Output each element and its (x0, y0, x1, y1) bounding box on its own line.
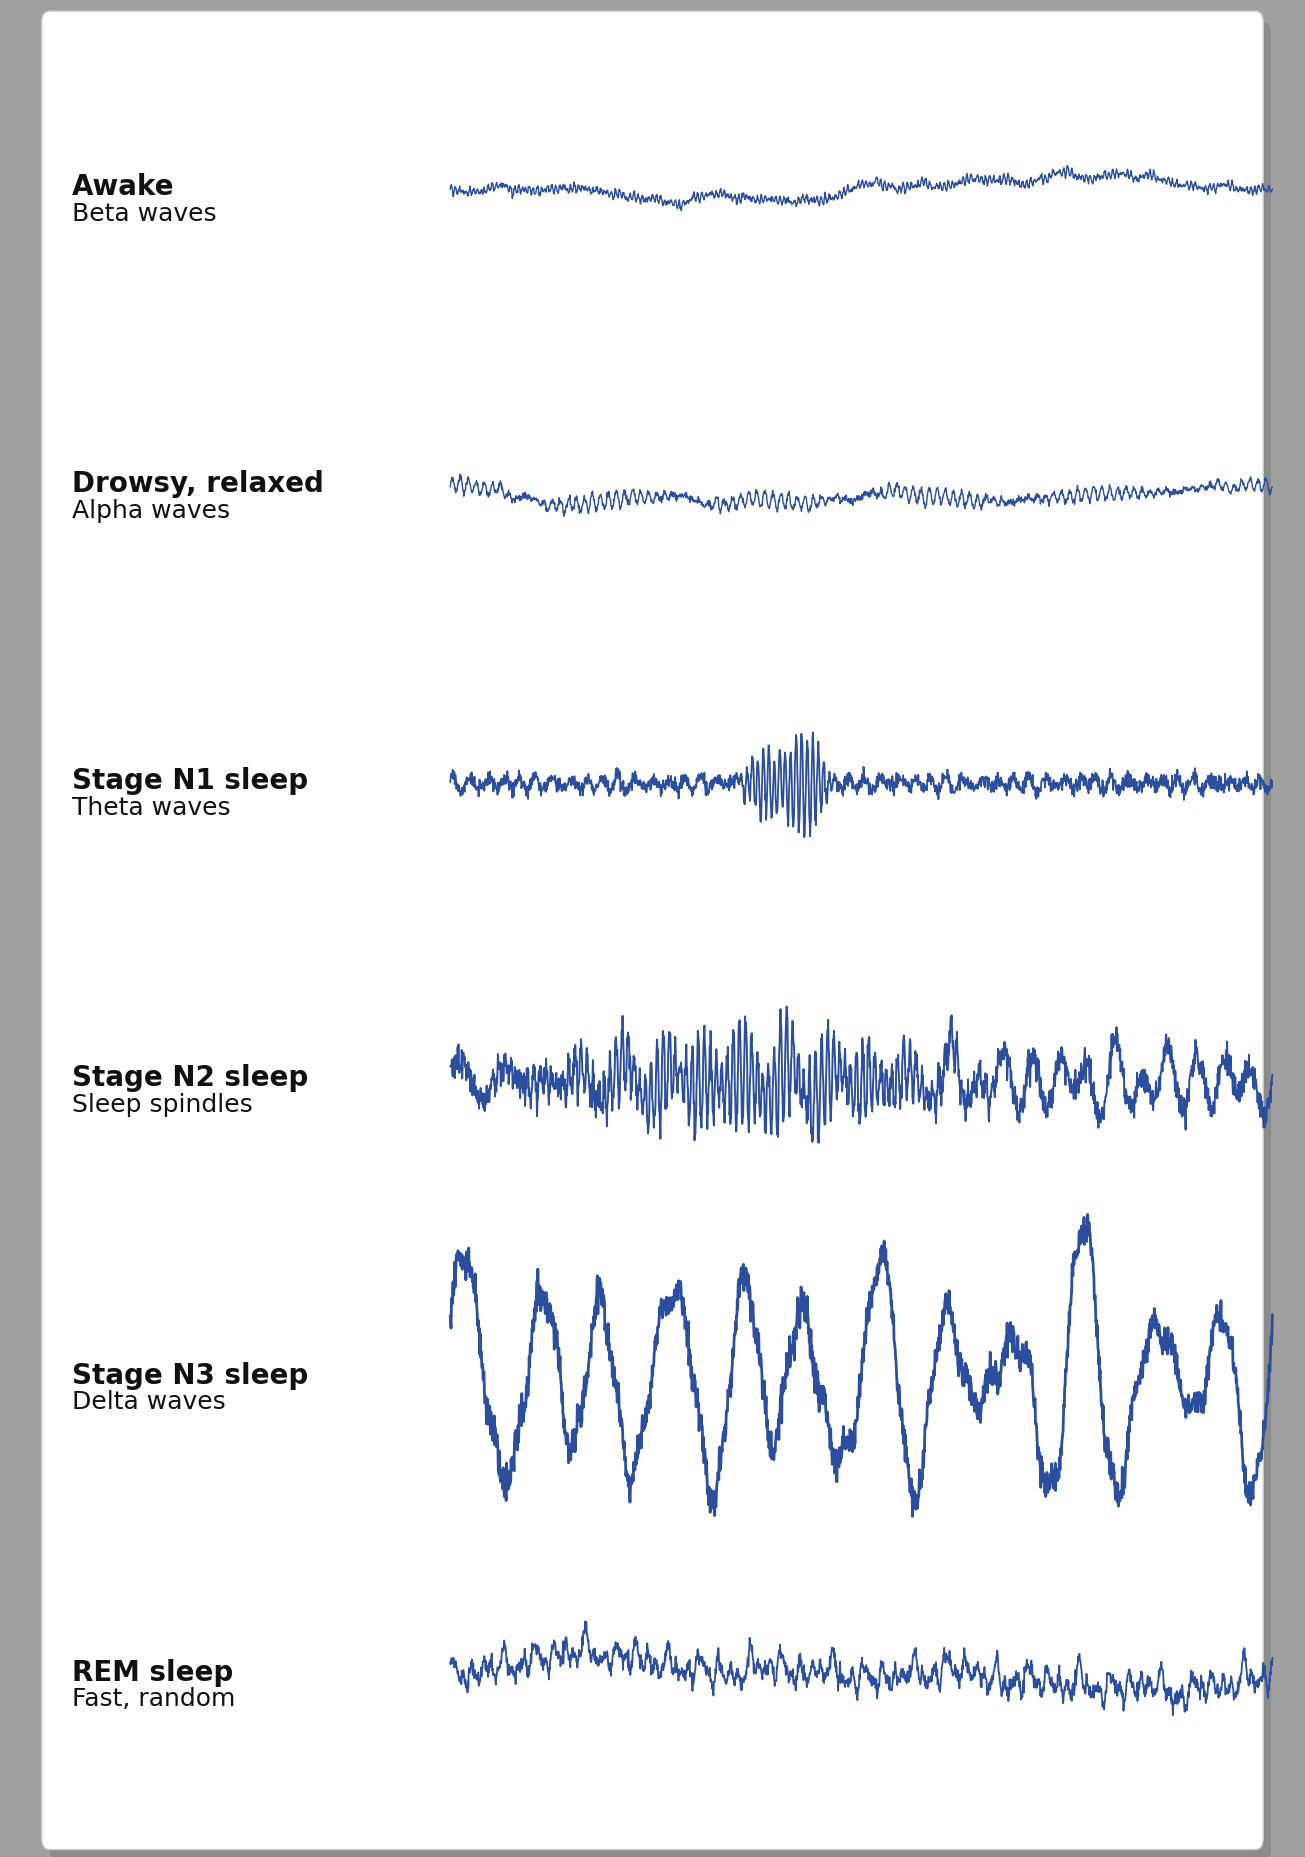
Text: Beta waves: Beta waves (72, 202, 217, 227)
Text: Fast, random: Fast, random (72, 1688, 235, 1712)
Text: REM sleep: REM sleep (72, 1658, 234, 1686)
Text: Awake: Awake (72, 173, 175, 201)
Text: Stage N2 sleep: Stage N2 sleep (72, 1064, 308, 1092)
Text: Stage N1 sleep: Stage N1 sleep (72, 767, 308, 795)
Text: Alpha waves: Alpha waves (72, 500, 230, 524)
Text: Sleep spindles: Sleep spindles (72, 1094, 253, 1118)
FancyBboxPatch shape (42, 11, 1263, 1850)
Text: Delta waves: Delta waves (72, 1391, 226, 1415)
Text: Drowsy, relaxed: Drowsy, relaxed (72, 470, 324, 498)
FancyBboxPatch shape (50, 22, 1271, 1857)
Text: Stage N3 sleep: Stage N3 sleep (72, 1361, 308, 1389)
Text: Theta waves: Theta waves (72, 797, 231, 821)
